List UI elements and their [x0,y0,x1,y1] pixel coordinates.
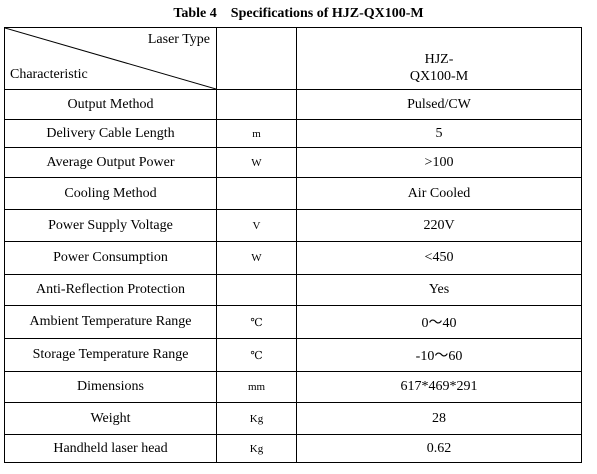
value-cell: -10～60 [296,338,582,372]
model-header-cell: HJZ- QX100-M [296,27,582,90]
table-row: Weight Kg 28 [4,402,582,435]
table-row: Delivery Cable Length m 5 [4,119,582,148]
value-cell: 0.62 [296,434,582,463]
table-row: Ambient Temperature Range ℃ 0～40 [4,305,582,339]
table-row: Cooling Method Air Cooled [4,177,582,210]
characteristic-cell: Output Method [4,89,217,120]
unit-cell: V [216,209,297,242]
spec-table: Laser Type Characteristic HJZ- QX100-M O… [4,27,582,463]
characteristic-cell: Ambient Temperature Range [4,305,217,339]
table-row: Power Consumption W <450 [4,241,582,275]
value-cell: 617*469*291 [296,371,582,403]
table-row: Output Method Pulsed/CW [4,89,582,120]
unit-cell: mm [216,371,297,403]
unit-cell: Kg [216,402,297,435]
value-cell: 28 [296,402,582,435]
table-row: Dimensions mm 617*469*291 [4,371,582,403]
model-name-line1: HJZ- [424,51,454,67]
table-row: Power Supply Voltage V 220V [4,209,582,242]
table-row: Storage Temperature Range ℃ -10～60 [4,338,582,372]
characteristic-cell: Power Supply Voltage [4,209,217,242]
value-cell: Pulsed/CW [296,89,582,120]
unit-cell [216,89,297,120]
unit-cell: Kg [216,434,297,463]
characteristic-cell: Average Output Power [4,147,217,178]
value-cell: Air Cooled [296,177,582,210]
characteristic-cell: Handheld laser head [4,434,217,463]
table-row: Handheld laser head Kg 0.62 [4,434,582,463]
unit-cell: ℃ [216,338,297,372]
characteristic-cell: Cooling Method [4,177,217,210]
value-cell: <450 [296,241,582,275]
value-cell: 0～40 [296,305,582,339]
value-cell: 220V [296,209,582,242]
value-cell: >100 [296,147,582,178]
unit-cell: ℃ [216,305,297,339]
laser-type-label: Laser Type [147,32,210,47]
value-cell: 5 [296,119,582,148]
characteristic-cell: Storage Temperature Range [4,338,217,372]
table-title: Specifications of HJZ-QX100-M [230,6,424,21]
table-caption: Table 4 Specifications of HJZ-QX100-M [0,6,597,22]
characteristic-cell: Dimensions [4,371,217,403]
characteristic-label: Characteristic [10,67,88,82]
unit-cell [216,274,297,306]
unit-cell: m [216,119,297,148]
unit-header-cell [216,27,297,90]
characteristic-cell: Power Consumption [4,241,217,275]
characteristic-cell: Weight [4,402,217,435]
characteristic-cell: Anti-Reflection Protection [4,274,217,306]
unit-cell [216,177,297,210]
table-row: Average Output Power W >100 [4,147,582,178]
unit-cell: W [216,147,297,178]
diagonal-header-cell: Laser Type Characteristic [4,27,217,90]
characteristic-cell: Delivery Cable Length [4,119,217,148]
value-cell: Yes [296,274,582,306]
diagonal-divider [5,28,216,89]
table-number: Table 4 [173,6,217,21]
header-row: Laser Type Characteristic HJZ- QX100-M [4,27,582,90]
unit-cell: W [216,241,297,275]
table-row: Anti-Reflection Protection Yes [4,274,582,306]
model-name-line2: QX100-M [409,68,469,84]
